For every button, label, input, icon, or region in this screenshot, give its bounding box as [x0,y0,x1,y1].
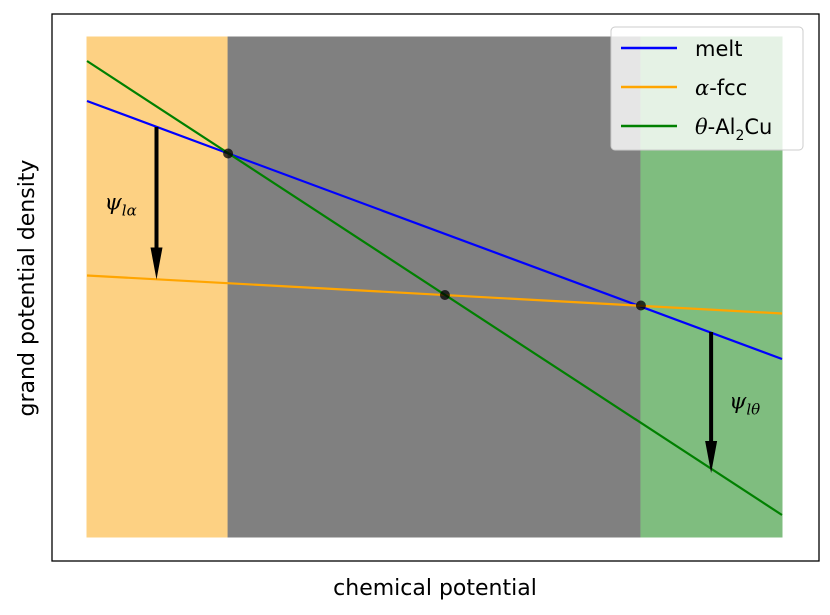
annotation-base: ψ [105,190,123,215]
annotation-sub: lθ [746,401,760,419]
series-line-melt [86,99,783,361]
intersection-point-1 [223,148,234,159]
legend-alpha-symbol: α [695,76,709,100]
intersection-point-3 [635,300,646,311]
x-axis-label: chemical potential [333,576,537,601]
arrow-head-psi-l-alpha [150,247,163,280]
legend-theta-tail: Cu [744,115,772,139]
arrow-head-psi-l-theta [705,441,718,473]
legend-label-theta-al2cu: θ-Al2Cu [695,115,772,144]
legend-label-alpha-fcc: α-fcc [695,76,747,100]
legend-theta-rest: -Al [708,115,736,139]
series-line-alpha-fcc [86,274,783,315]
intersection-point-2 [439,290,450,300]
legend-label-melt: melt [695,37,742,61]
legend-box [610,26,804,151]
legend-alpha-rest: -fcc [709,76,747,100]
annotation-sub: lα [122,201,137,219]
plot-frame [51,13,820,562]
annotation-psi-l-alpha: ψlα [105,190,137,219]
alpha-region [86,36,229,538]
legend: melt α-fcc θ-Al2Cu [610,26,804,151]
series-lines [86,60,783,516]
legend-theta-sub: 2 [735,128,744,144]
annotation-base: ψ [729,390,747,415]
annotation-psi-l-theta: ψlθ [729,390,760,419]
legend-theta-symbol: θ [695,115,708,139]
y-axis-label: grand potential density [15,160,40,417]
intersection-points [223,148,646,311]
series-line-theta-al2cu [86,60,783,516]
